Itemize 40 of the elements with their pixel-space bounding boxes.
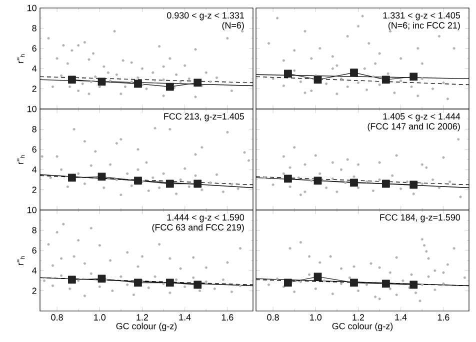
y-tick-label: 4: [32, 268, 37, 274]
x-tick-label: 0.8: [51, 314, 63, 321]
x-tick-label: 1.0: [310, 314, 322, 321]
y-tick-label: 10: [28, 4, 36, 12]
annotation: FCC 213, g-z=1.405: [164, 113, 244, 122]
annotation: 1.331 < g-z < 1.405: [383, 12, 460, 20]
x-tick-label: 1.2: [352, 314, 364, 320]
x-tick-label: 0.8: [267, 314, 279, 321]
x-axis-title: GC colour (g-z): [332, 322, 393, 332]
y-tick-label: 2: [32, 288, 36, 294]
y-tick-label: 10: [28, 206, 36, 214]
annotation: (FCC 63 and FCC 219): [152, 224, 244, 232]
y-tick-label: 2: [32, 186, 36, 193]
x-tick-label: 1.6: [222, 314, 234, 321]
x-tick-label: 1.4: [179, 314, 191, 320]
y-axis-title: r''$_{h}$: [17, 54, 25, 64]
y-tick-label: 8: [32, 126, 36, 132]
y-axis-title: r''$_{h}$: [17, 256, 25, 266]
x-tick-label: 1.4: [395, 314, 407, 320]
y-tick-label: 4: [32, 166, 37, 173]
x-tick-label: 1.2: [136, 314, 148, 320]
y-tick-label: 8: [32, 227, 36, 234]
y-tick-label: 4: [32, 66, 37, 72]
annotation: (N=6): [222, 22, 244, 30]
annotation: (N=6; inc FCC 21): [388, 22, 460, 30]
annotation: FCC 184, g-z=1.590: [380, 214, 460, 222]
annotation: 1.444 < g-z < 1.590: [167, 214, 244, 222]
x-tick-label: 1.6: [438, 314, 450, 321]
y-tick-label: 2: [32, 86, 36, 92]
y-tick-label: 10: [28, 106, 36, 112]
y-tick-label: 6: [32, 146, 36, 153]
y-axis-title: r''$_{h}$: [17, 155, 25, 164]
annotation: 0.930 < g-z < 1.331: [166, 12, 244, 20]
annotation: 1.405 < g-z < 1.444: [383, 113, 460, 122]
y-tick-label: 6: [32, 247, 36, 254]
annotation: (FCC 147 and IC 2006): [368, 122, 460, 132]
y-tick-label: 8: [32, 25, 36, 32]
x-axis-title: GC colour (g-z): [116, 322, 177, 332]
y-tick-label: 6: [32, 45, 36, 52]
x-tick-label: 1.0: [94, 314, 106, 321]
